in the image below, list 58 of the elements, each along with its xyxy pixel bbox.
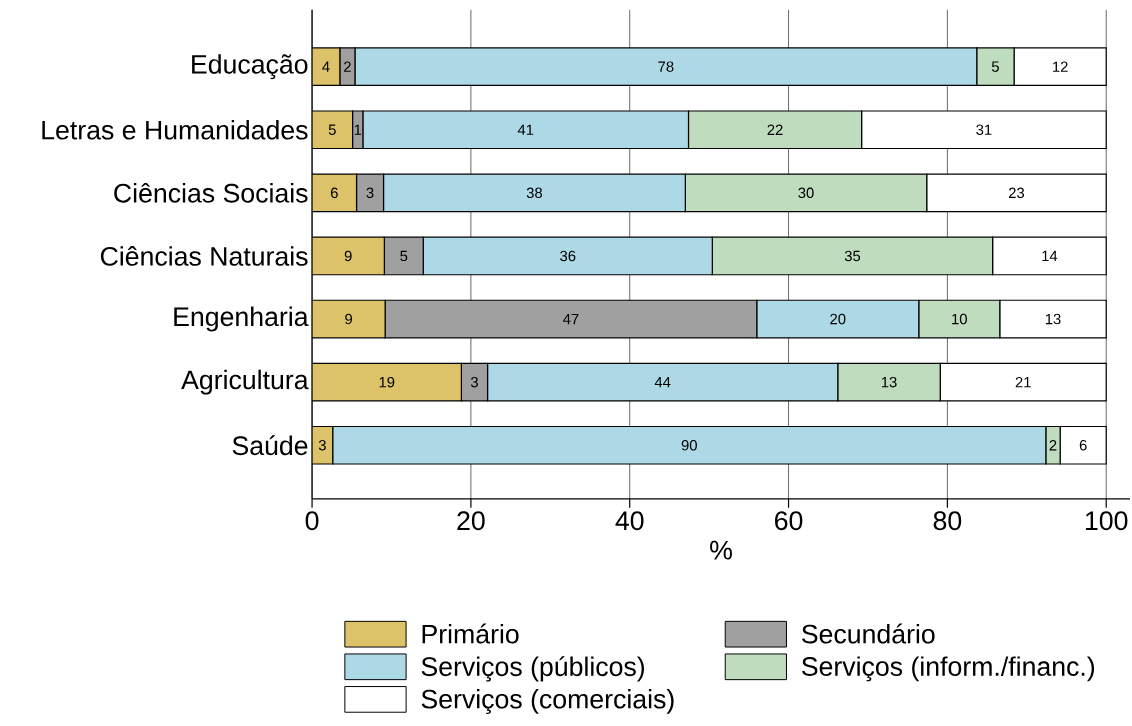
data-label: 44 [654,377,671,388]
y-tick-label: Letras e Humanidades [42,119,308,140]
x-tick-label: 80 [933,511,962,531]
data-label: 47 [563,313,579,325]
data-label: 2 [344,61,351,72]
legend-label: Serviços (inform./financ.) [802,656,1095,682]
data-label: 90 [681,439,697,451]
data-label: 21 [1015,376,1031,388]
y-tick-label: Engenharia [174,306,309,332]
data-label: 38 [526,187,543,199]
data-label: 1 [354,124,362,135]
data-label: 12 [1053,61,1068,72]
bar [312,173,358,213]
x-tick-label: 60 [775,511,803,531]
bar [312,110,354,150]
data-label: 35 [844,250,861,262]
y-tick-label: Ciências Naturais [100,246,308,266]
data-label: 14 [1042,250,1058,262]
legend-label: Primário [422,623,519,644]
data-label: 9 [345,313,353,325]
data-label: 3 [318,439,326,451]
data-label: 22 [767,124,783,135]
data-label: 13 [881,376,897,388]
data-label: 9 [344,250,352,262]
data-label: 36 [560,250,576,262]
data-label: 19 [379,376,395,388]
data-label: 5 [400,250,408,262]
data-label: 23 [1008,187,1025,199]
data-label: 4 [322,61,330,72]
data-label: 13 [1045,313,1061,325]
data-label: 5 [991,61,999,72]
y-tick-label: Educação [192,54,308,80]
x-tick-label: 100 [1085,511,1128,531]
bar [312,299,386,339]
data-label: 10 [952,313,967,325]
legend-label: Serviços (comerciais) [421,688,674,714]
x-tick-label: 20 [457,511,485,531]
data-label: 6 [330,187,338,199]
data-label: 41 [517,124,534,135]
x-tick-label: 0 [305,511,319,531]
y-tick-label: Agricultura [181,369,309,395]
data-label: 2 [1049,440,1057,451]
bar [312,362,462,402]
y-tick-label: Ciências Sociais [114,182,308,203]
data-label: 78 [658,61,674,72]
legend-label: Secundário [802,623,935,644]
data-label: 20 [830,313,846,325]
bar [312,236,385,276]
y-tick-label: Saúde [232,435,308,456]
legend-label: Serviços (públicos) [421,656,645,682]
data-label: 30 [798,187,814,199]
data-label: 5 [328,124,336,135]
data-label: 6 [1079,439,1087,451]
x-axis-title: % [710,540,732,560]
x-tick-label: 40 [615,511,644,531]
data-label: 31 [976,124,992,135]
data-label: 3 [470,376,478,388]
data-label: 3 [366,187,374,199]
